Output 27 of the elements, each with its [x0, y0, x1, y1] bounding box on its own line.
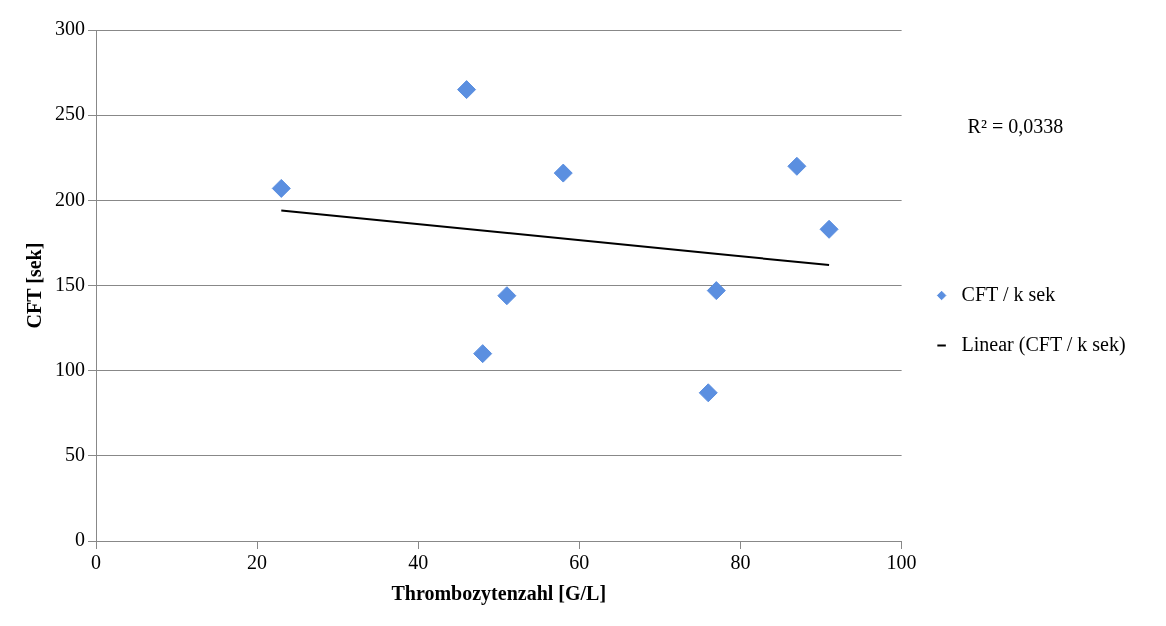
y-tick-label: 250 — [55, 102, 85, 125]
y-tick-label: 150 — [55, 272, 85, 295]
x-tick-label: 80 — [730, 551, 751, 574]
y-tick-label: 100 — [55, 357, 85, 380]
point — [706, 281, 726, 301]
x-tick-label: 40 — [408, 551, 429, 574]
legend-label: CFT / k sek — [961, 282, 1056, 305]
y-tick-label: 300 — [55, 17, 85, 40]
x-tick-label: 0 — [91, 551, 101, 574]
point — [497, 286, 517, 306]
x-tick-label: 100 — [886, 551, 917, 574]
point — [698, 383, 718, 403]
y-axis-title: CFT [sek] — [23, 242, 46, 329]
point — [787, 156, 807, 176]
x-tick-label: 20 — [247, 551, 268, 574]
y-tick-label: 0 — [75, 528, 85, 551]
point — [457, 80, 477, 100]
text: R² = 0,0338 — [967, 115, 1064, 138]
point — [473, 344, 493, 364]
point — [271, 178, 291, 198]
point — [819, 219, 839, 239]
x-axis-title: Thrombozytenzahl [G/L] — [391, 582, 607, 606]
x-tick-label: 60 — [569, 551, 590, 574]
y-tick-label: 50 — [65, 443, 85, 466]
legend-label: Linear (CFT / k sek) — [961, 332, 1126, 356]
point — [553, 163, 573, 183]
y-tick-label: 200 — [55, 187, 85, 210]
